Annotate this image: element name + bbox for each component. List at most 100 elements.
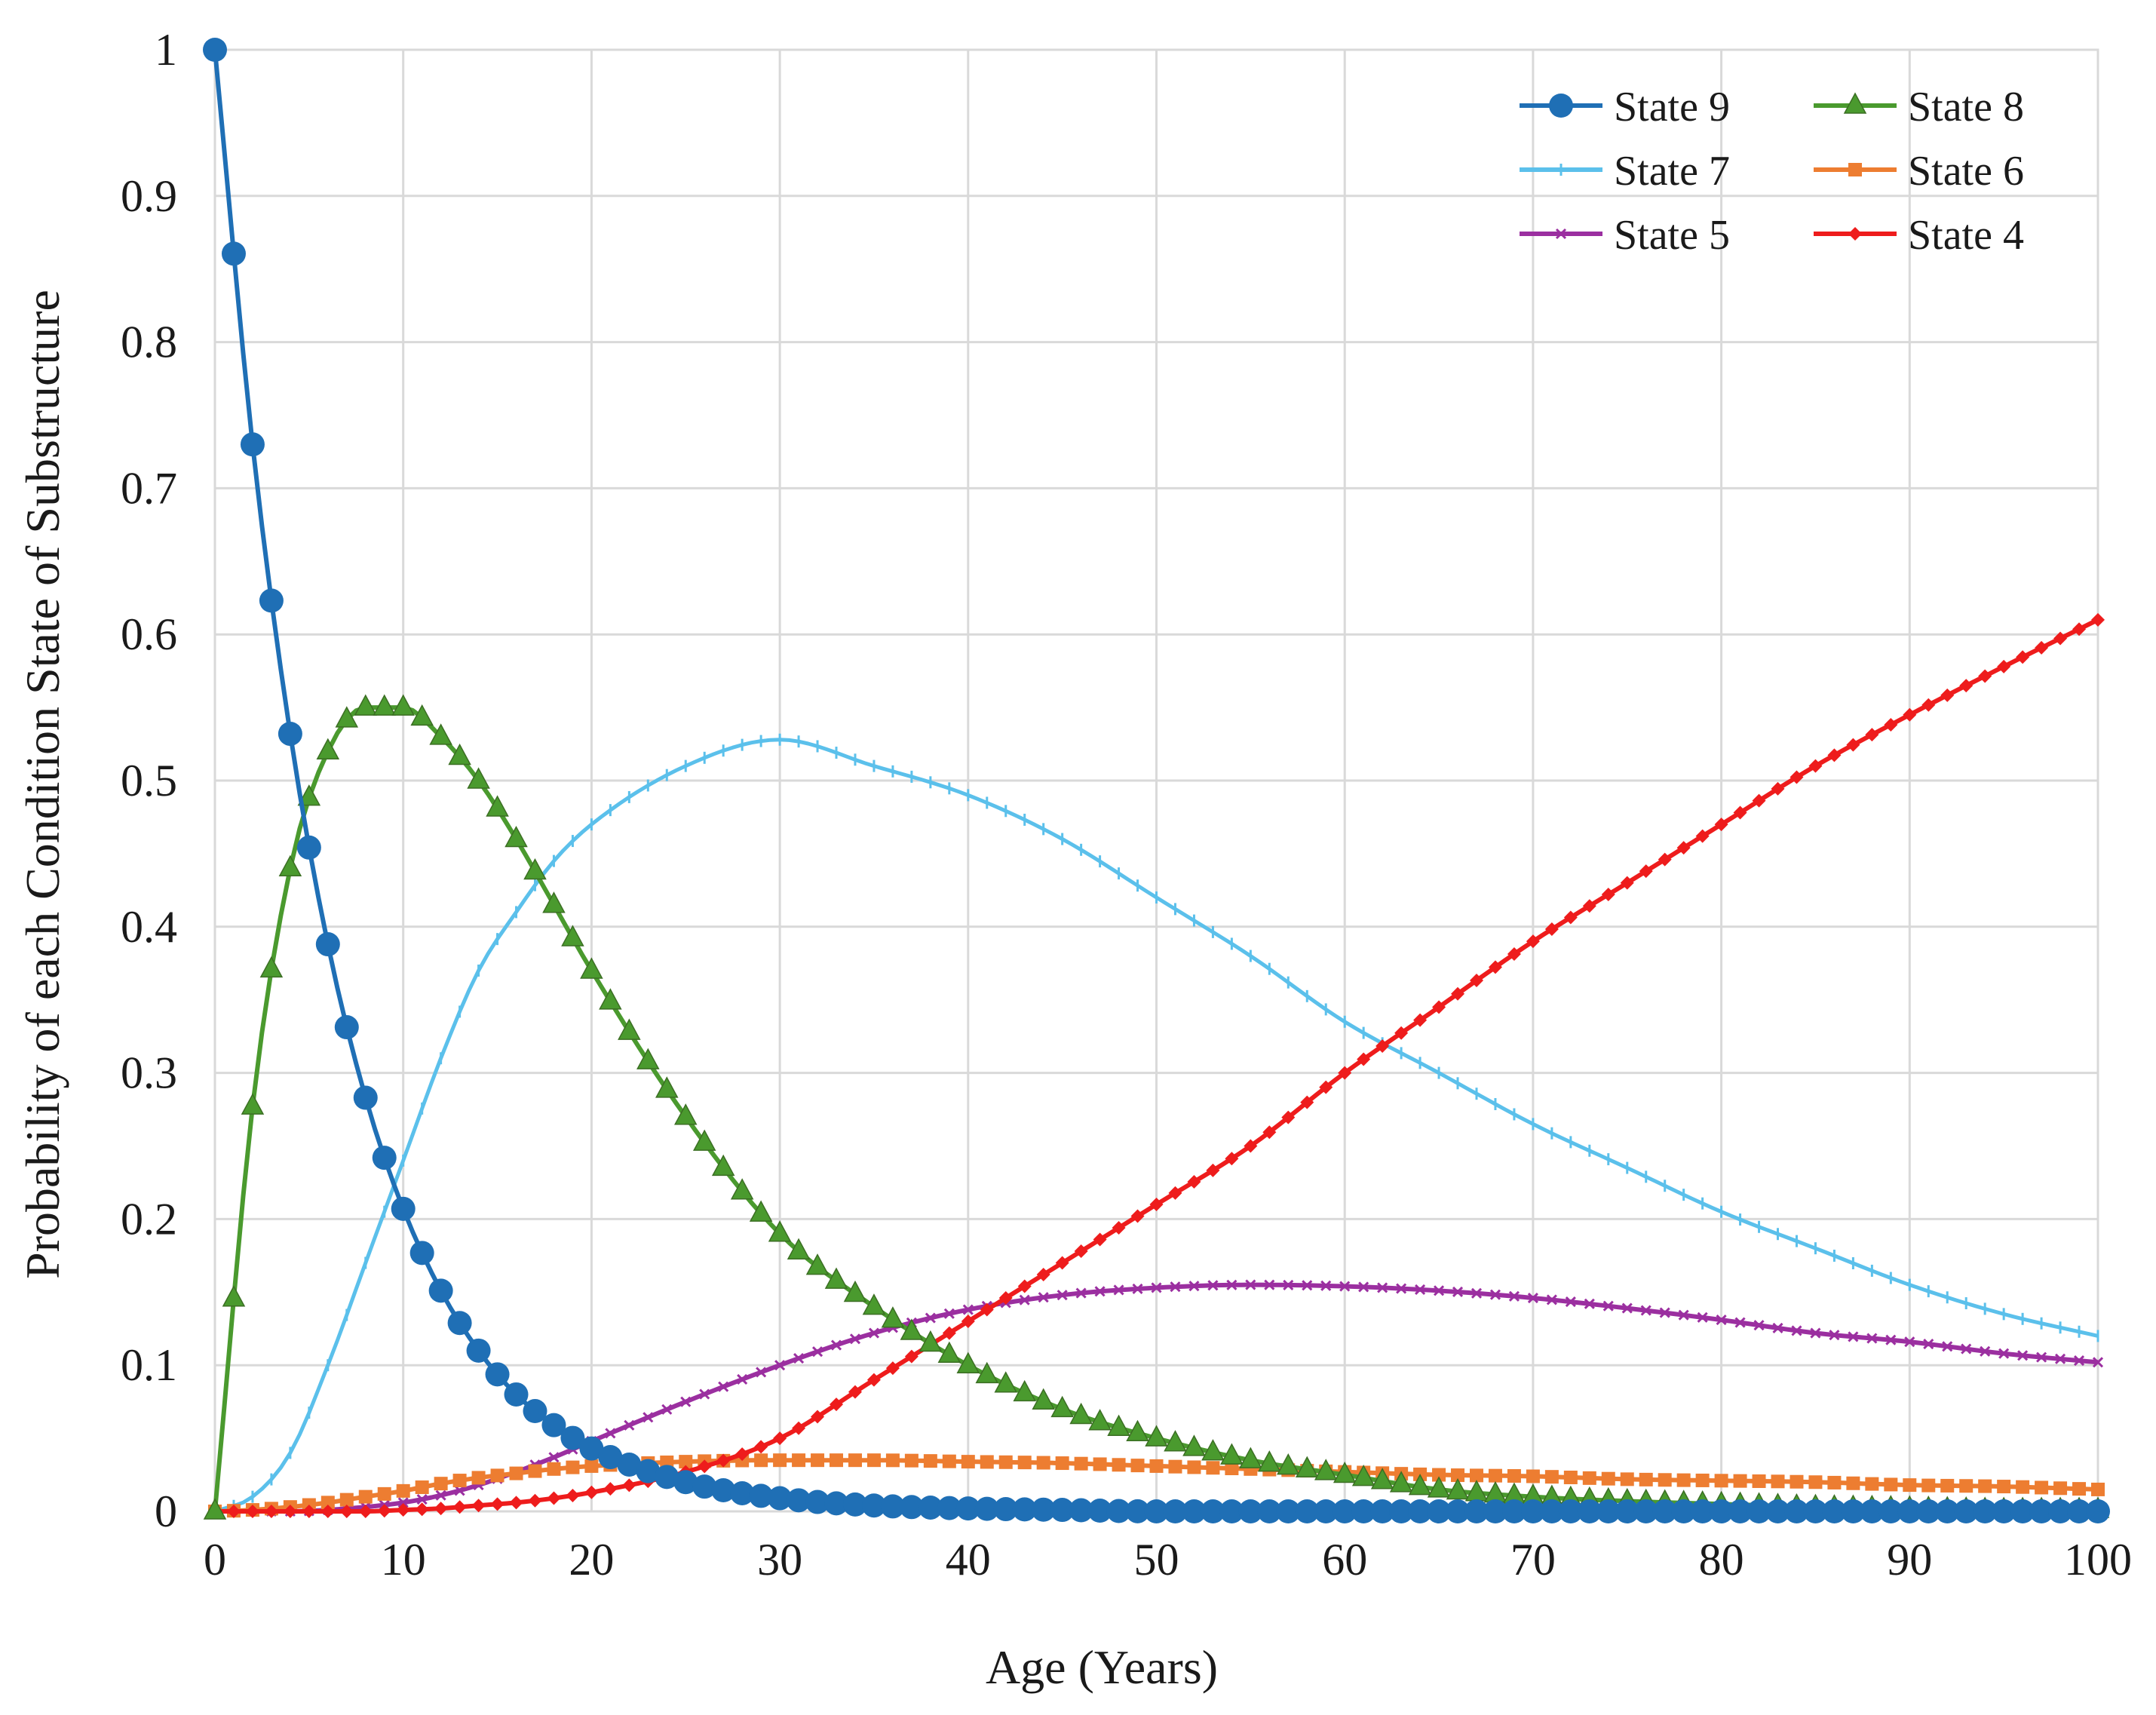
data-point: [561, 925, 584, 946]
data-point: [792, 1421, 806, 1435]
data-point: [842, 1492, 867, 1517]
data-point: [259, 588, 284, 613]
legend-label: State 4: [1908, 212, 2024, 259]
data-point: [1333, 1499, 1357, 1523]
data-point: [824, 1267, 848, 1289]
data-point: [711, 1154, 735, 1177]
data-point: [2016, 1480, 2030, 1494]
data-point: [1733, 805, 1747, 820]
data-point: [655, 1465, 679, 1490]
data-point: [1088, 1409, 1112, 1431]
data-point: [221, 241, 246, 266]
data-point: [1501, 1499, 1526, 1523]
data-point: [435, 1490, 446, 1501]
data-point: [1584, 1298, 1595, 1309]
data-point: [2086, 1499, 2110, 1523]
legend-marker: [1549, 94, 1573, 118]
data-point: [1225, 1462, 1239, 1476]
legend-entry: State 6: [1814, 148, 2024, 195]
data-point: [956, 1351, 980, 1373]
legend-marker: [1555, 228, 1567, 240]
data-point: [1206, 1163, 1220, 1177]
data-point: [1520, 1499, 1545, 1523]
data-point: [1714, 818, 1728, 832]
data-point: [1716, 1315, 1727, 1326]
y-tick-label: 0.8: [121, 318, 177, 367]
data-point: [1019, 1294, 1030, 1305]
data-point: [1032, 1388, 1055, 1410]
data-point: [2010, 1499, 2035, 1523]
data-point: [1921, 698, 1936, 712]
data-point: [1803, 1499, 1828, 1523]
data-point: [1074, 1456, 1088, 1471]
data-point: [1151, 1282, 1162, 1293]
data-point: [830, 1339, 842, 1351]
data-point: [1107, 1414, 1130, 1436]
data-point: [1050, 1395, 1074, 1418]
data-point: [1389, 1499, 1414, 1523]
legend-label: State 6: [1908, 148, 2024, 195]
data-point: [320, 1496, 335, 1510]
data-point: [1808, 759, 1823, 773]
data-point: [774, 1360, 786, 1371]
data-point: [673, 1470, 698, 1495]
data-point: [919, 1330, 943, 1352]
data-point: [1923, 1339, 1934, 1350]
data-point: [605, 1428, 616, 1439]
data-point: [1997, 1480, 2011, 1494]
data-point: [679, 1455, 693, 1469]
data-point: [1940, 688, 1955, 702]
data-point: [1563, 1470, 1578, 1484]
y-tick-label: 0.2: [121, 1194, 177, 1244]
data-point: [1980, 1345, 1991, 1357]
data-point: [730, 1178, 754, 1200]
data-point: [955, 1496, 980, 1521]
data-point: [1884, 717, 1898, 732]
data-point: [1652, 1499, 1677, 1523]
data-point: [1483, 1499, 1507, 1523]
data-point: [805, 1253, 830, 1275]
series-state-4: [208, 612, 2105, 1518]
data-point: [974, 1496, 999, 1521]
data-point: [2053, 631, 2068, 646]
y-tick-label: 0.9: [121, 171, 177, 221]
data-point: [466, 1338, 491, 1363]
data-point: [1130, 1209, 1145, 1223]
data-point: [1319, 1080, 1333, 1094]
data-point: [1295, 1499, 1320, 1523]
data-point: [1106, 1499, 1131, 1523]
data-point: [1771, 1474, 1785, 1489]
data-point: [548, 1452, 560, 1463]
x-tick-label: 100: [2064, 1535, 2132, 1585]
data-point: [811, 1453, 825, 1468]
data-point: [718, 1381, 729, 1392]
data-point: [1112, 1221, 1126, 1235]
data-point: [1582, 1471, 1596, 1485]
data-point: [560, 1425, 585, 1450]
x-axis-title: Age (Years): [986, 1640, 1218, 1694]
data-point: [1377, 1282, 1388, 1293]
data-point: [1921, 1478, 1936, 1493]
y-tick-label: 0.1: [121, 1340, 177, 1390]
data-point: [2029, 1499, 2054, 1523]
data-point: [885, 1453, 900, 1468]
data-point: [1885, 1334, 1897, 1345]
data-point: [1935, 1499, 1960, 1523]
data-point: [1753, 1320, 1765, 1331]
data-point: [1959, 1479, 1974, 1493]
data-point: [1507, 947, 1521, 962]
data-point: [1201, 1499, 1225, 1523]
data-point: [1526, 1469, 1540, 1483]
data-point: [1182, 1499, 1207, 1523]
data-point: [1038, 1292, 1049, 1303]
data-point: [618, 1018, 641, 1040]
x-tick-label: 30: [757, 1535, 802, 1585]
data-point: [2048, 1499, 2073, 1523]
data-point: [509, 1466, 523, 1480]
data-point: [490, 1468, 504, 1483]
data-point: [994, 1371, 1017, 1393]
x-tick-label: 0: [204, 1535, 226, 1585]
data-point: [547, 1491, 561, 1505]
data-point: [692, 1129, 716, 1151]
data-point: [1375, 1039, 1390, 1054]
